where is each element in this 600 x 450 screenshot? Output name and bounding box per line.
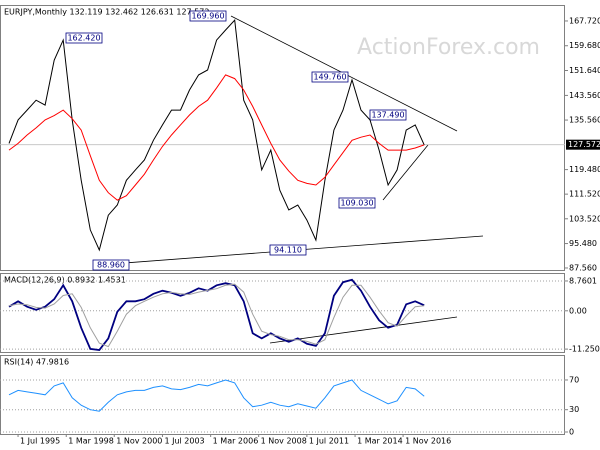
annotation: 109.030 xyxy=(340,199,373,208)
y-tick-label: 95.480 xyxy=(569,239,597,248)
series-line xyxy=(8,283,425,348)
x-tick-label: 1 Mar 1998 xyxy=(68,437,114,446)
annotation-box xyxy=(311,71,349,83)
y-tick-label: -11.2506 xyxy=(569,345,600,354)
annotation: 149.760 xyxy=(313,73,346,82)
x-tick-label: 1 Jul 2003 xyxy=(164,437,204,446)
last-price-label: 127.572 xyxy=(568,140,600,149)
y-tick-label: 70 xyxy=(569,375,579,384)
annotation: 94.110 xyxy=(274,246,302,255)
x-tick-label: 1 Jul 2011 xyxy=(309,437,349,446)
y-tick-label: 151.640 xyxy=(569,66,600,75)
panel-frame xyxy=(0,355,565,435)
annotation: 137.490 xyxy=(371,111,404,120)
x-tick-label: 1 Nov 2016 xyxy=(405,437,451,446)
annotation: 88.960 xyxy=(97,261,125,270)
panel-title: RSI(14) 47.9816 xyxy=(4,358,69,367)
x-tick-label: 1 Nov 2000 xyxy=(116,437,162,446)
y-tick-label: 30 xyxy=(569,405,579,414)
x-tick-label: 1 Jul 1995 xyxy=(20,437,60,446)
y-tick-label: 111.520 xyxy=(569,190,600,199)
series-line xyxy=(8,74,425,201)
y-tick-label: 135.560 xyxy=(569,116,600,125)
annotation-box xyxy=(92,259,130,271)
x-tick-label: 1 Mar 2006 xyxy=(213,437,259,446)
watermark: ActionForex.com xyxy=(357,35,540,60)
y-tick-label: 87.560 xyxy=(569,263,597,272)
y-tick-label: 103.520 xyxy=(569,214,600,223)
y-tick-label: 0.00 xyxy=(569,306,587,315)
series-line xyxy=(8,278,425,351)
y-tick-label: 167.720 xyxy=(569,16,600,25)
annotation-box xyxy=(338,197,376,209)
trend-line xyxy=(382,144,429,201)
annotation-box xyxy=(189,10,227,22)
y-tick-label: 143.560 xyxy=(569,91,600,100)
y-tick-label: 8.7601 xyxy=(569,276,597,285)
series-line xyxy=(8,18,425,252)
y-tick-label: 159.680 xyxy=(569,41,600,50)
x-tick-label: 1 Mar 2014 xyxy=(357,437,403,446)
panel-title: EURJPY,Monthly 132.119 132.462 126.631 1… xyxy=(4,8,209,17)
annotation-box xyxy=(65,32,103,44)
annotation: 169.960 xyxy=(191,12,224,21)
annotation: 162.420 xyxy=(67,34,100,43)
series-line xyxy=(8,379,425,412)
y-tick-label: 119.480 xyxy=(569,165,600,174)
x-tick-label: 1 Nov 2008 xyxy=(261,437,307,446)
annotation-box xyxy=(269,244,307,256)
panel-frame xyxy=(0,273,565,353)
panel-title: MACD(12,26,9) 0.8932 1.4531 xyxy=(4,276,126,285)
last-price-tag xyxy=(566,139,600,150)
trend-line xyxy=(269,316,458,344)
annotation-box xyxy=(369,109,407,121)
y-tick-label: 0 xyxy=(569,427,574,436)
panel-frame xyxy=(0,5,565,271)
